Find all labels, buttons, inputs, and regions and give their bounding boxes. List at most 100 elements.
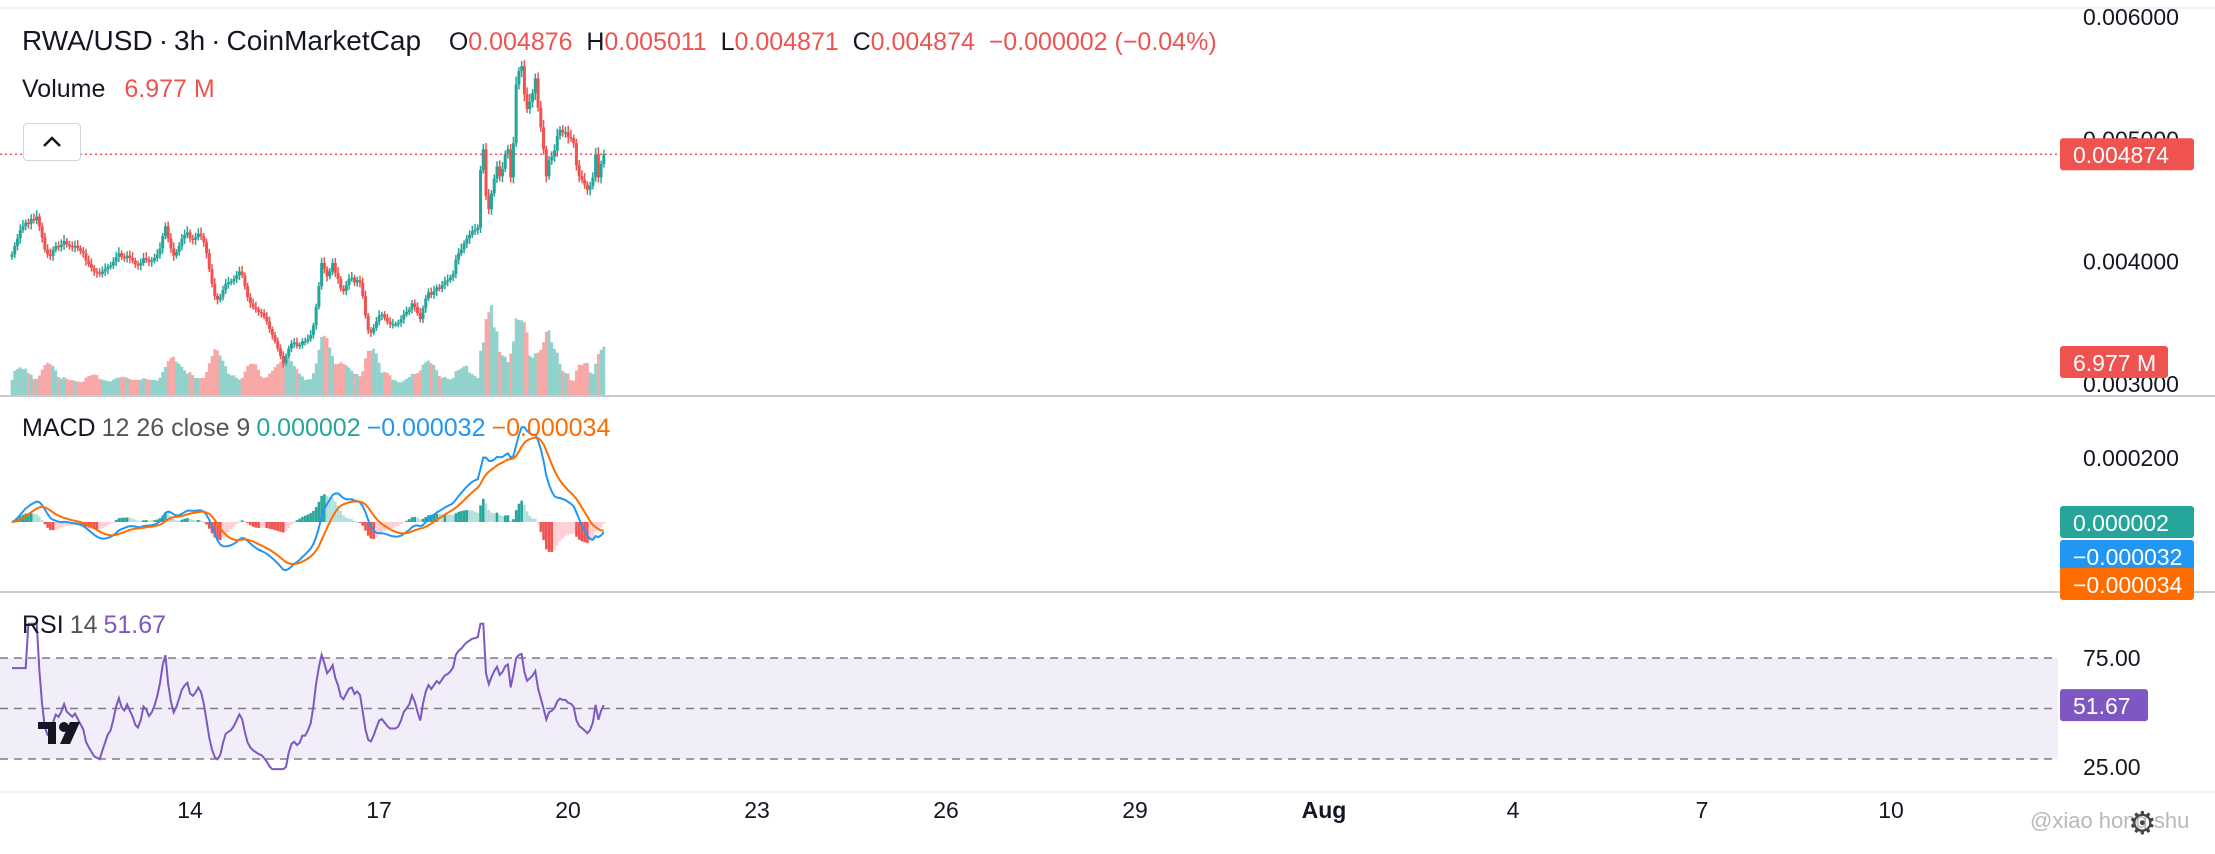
macd-histogram-bar xyxy=(572,522,575,534)
macd-legend[interactable]: MACD 12 26 close 9 0.000002 −0.000032 −0.000… xyxy=(22,413,616,443)
macd-histogram-bar xyxy=(564,522,567,536)
candle-body xyxy=(374,321,378,328)
candle-body xyxy=(569,137,573,139)
volume-bar xyxy=(536,352,540,395)
interval-label[interactable]: 3h xyxy=(174,25,206,56)
macd-histogram-bar xyxy=(49,522,52,531)
candle-body xyxy=(311,325,315,336)
candle-body xyxy=(235,275,239,279)
candle-body xyxy=(114,256,118,262)
candle-body xyxy=(142,258,146,263)
volume-bar xyxy=(580,365,584,395)
macd-tick-label: 0.000200 xyxy=(2083,445,2179,471)
volume-bar xyxy=(232,375,236,395)
collapse-legend-button[interactable] xyxy=(23,123,81,161)
candle-body xyxy=(492,178,496,194)
candle-body xyxy=(413,303,417,307)
volume-bar xyxy=(111,379,115,395)
volume-bar xyxy=(257,369,260,395)
candle-body xyxy=(366,315,370,331)
candle-body xyxy=(240,271,244,276)
volume-bar xyxy=(32,378,36,395)
macd-histogram-bar xyxy=(443,514,447,522)
volume-bar xyxy=(383,371,387,395)
macd-histogram-bar xyxy=(188,518,192,522)
candle-body xyxy=(95,271,99,274)
candle-body xyxy=(380,314,384,316)
candle-body xyxy=(226,282,230,285)
macd-histogram-bar xyxy=(131,518,134,522)
candle-body xyxy=(232,278,236,282)
macd-histogram-bar xyxy=(517,503,521,522)
candle-body xyxy=(150,260,154,263)
volume-legend[interactable]: Volume 6.977 M xyxy=(22,74,221,104)
symbol-name[interactable]: RWA/USD xyxy=(22,25,153,56)
candle-body xyxy=(87,260,91,265)
volume-bar xyxy=(175,361,178,395)
candle-body xyxy=(40,226,44,238)
volume-bar xyxy=(62,377,66,395)
candle-body xyxy=(320,263,324,287)
candle-body xyxy=(300,341,304,345)
macd-histogram-bar xyxy=(243,521,247,523)
volume-bar xyxy=(569,380,573,395)
volume-bar xyxy=(161,371,165,395)
macd-histogram-bar xyxy=(454,513,458,522)
candle-body xyxy=(520,66,524,72)
candle-body xyxy=(350,277,354,280)
macd-histogram-bar xyxy=(216,522,219,540)
candle-body xyxy=(57,245,61,248)
price-candles xyxy=(0,60,2058,368)
rsi-legend[interactable]: RSI 14 51.67 xyxy=(22,610,172,640)
volume-bar xyxy=(602,346,606,395)
candle-body xyxy=(314,307,318,326)
candle-body xyxy=(437,287,441,289)
candle-body xyxy=(276,341,280,349)
volume-bar xyxy=(259,376,263,395)
macd-histogram-bar xyxy=(136,520,140,522)
volume-bar xyxy=(347,367,351,395)
volume-bar xyxy=(429,363,433,395)
macd-histogram-bar xyxy=(150,520,154,522)
volume-bar xyxy=(29,374,33,395)
volume-bar xyxy=(188,372,192,395)
grid-lines xyxy=(0,7,2215,793)
macd-histogram-bar xyxy=(342,515,345,522)
volume-bar xyxy=(199,377,203,395)
candle-body xyxy=(309,335,313,339)
macd-histogram-bar xyxy=(90,522,93,529)
tradingview-logo[interactable] xyxy=(36,718,84,753)
candle-body xyxy=(407,309,411,312)
volume-bar xyxy=(248,363,252,395)
macd-histogram-bar xyxy=(309,513,312,522)
candle-body xyxy=(109,265,113,267)
macd-histogram-bar xyxy=(177,520,181,522)
macd-histogram-bar xyxy=(424,516,428,522)
candle-body xyxy=(355,280,359,283)
candle-body xyxy=(15,238,19,246)
settings-gear-icon[interactable]: ⚙ xyxy=(2128,805,2157,841)
macd-histogram-bar xyxy=(410,517,414,522)
macd-histogram-bar xyxy=(528,515,532,522)
candle-body xyxy=(372,327,376,333)
candle-body xyxy=(457,253,461,260)
volume-bar xyxy=(599,349,603,395)
volume-bar xyxy=(306,379,310,395)
volume-bar xyxy=(575,370,578,395)
candle-body xyxy=(522,66,526,95)
macd-value-label: −0.000032 xyxy=(2073,544,2182,570)
macd-histogram-bar xyxy=(386,522,389,530)
candle-body xyxy=(577,165,581,177)
macd-histogram-bar xyxy=(432,514,436,522)
volume-bar xyxy=(512,341,515,395)
candle-body xyxy=(199,233,203,237)
volume-bar xyxy=(194,377,197,395)
volume-bar xyxy=(276,364,280,395)
candle-body xyxy=(254,307,258,310)
volume-bar xyxy=(73,380,77,395)
macd-histogram-bar xyxy=(514,510,518,522)
candle-body xyxy=(487,195,491,210)
candle-body xyxy=(26,222,30,225)
macd-line xyxy=(11,426,605,572)
